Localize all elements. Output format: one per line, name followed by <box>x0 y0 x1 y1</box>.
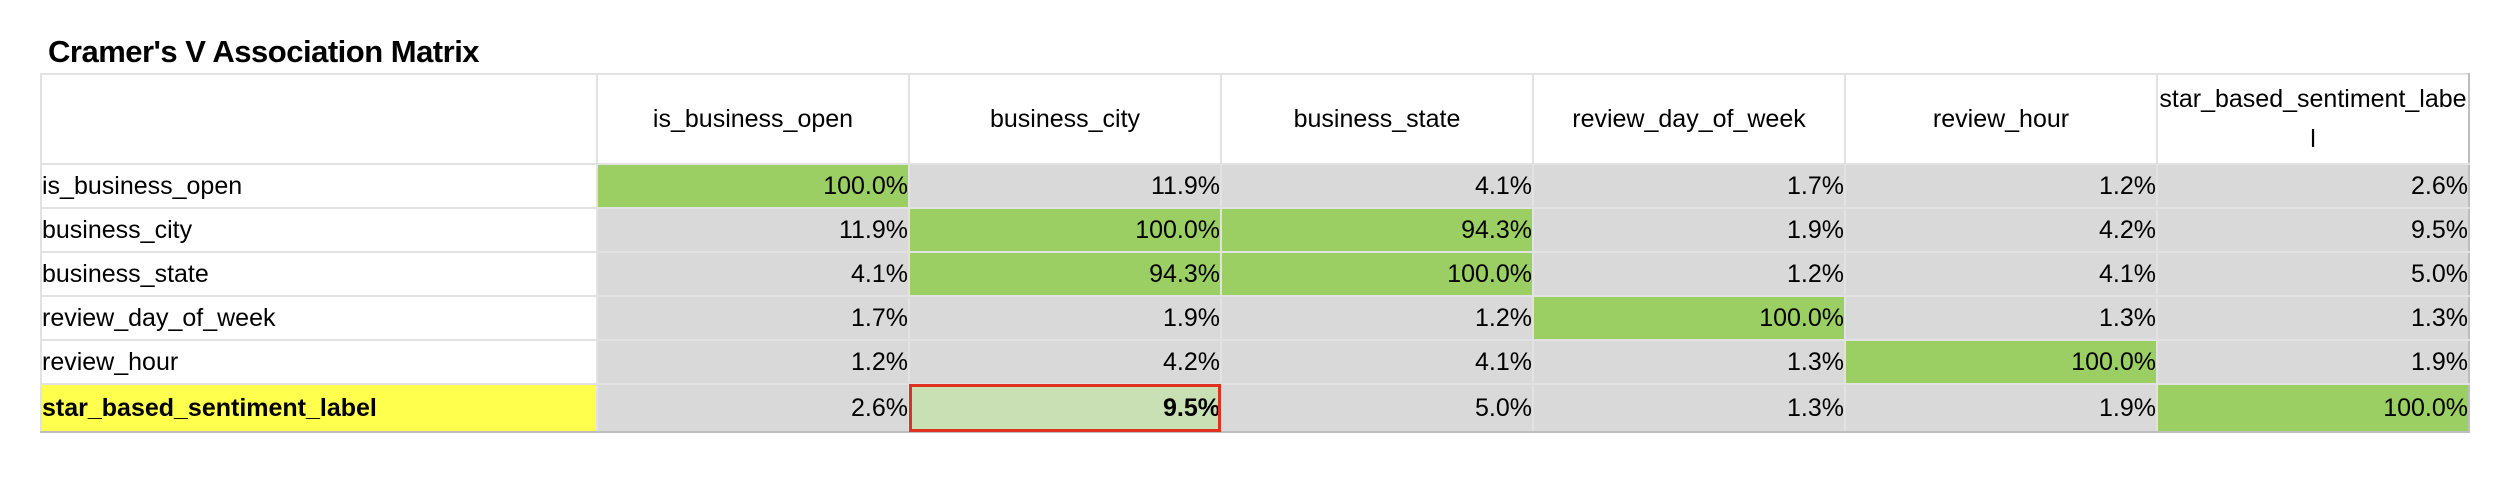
matrix-cell[interactable]: 11.9% <box>596 207 910 253</box>
matrix-cell[interactable]: 1.2% <box>1844 163 2158 209</box>
column-header[interactable]: is_business_open <box>596 73 910 165</box>
matrix-cell[interactable]: 4.2% <box>1844 207 2158 253</box>
column-header[interactable]: review_hour <box>1844 73 2158 165</box>
matrix-cell[interactable]: 1.3% <box>2156 295 2470 341</box>
matrix-cell[interactable]: 94.3% <box>908 251 1222 297</box>
table-row: is_business_open 100.0% 11.9% 4.1% 1.7% … <box>40 163 2470 209</box>
matrix-cell[interactable]: 100.0% <box>1532 295 1846 341</box>
matrix-cell[interactable]: 5.0% <box>1220 383 1534 433</box>
matrix-cell[interactable]: 94.3% <box>1220 207 1534 253</box>
matrix-cell[interactable]: 1.3% <box>1532 383 1846 433</box>
matrix-cell[interactable]: 100.0% <box>596 163 910 209</box>
row-label[interactable]: review_day_of_week <box>40 295 598 341</box>
matrix-cell[interactable]: 4.1% <box>1220 163 1534 209</box>
table-row: business_state 4.1% 94.3% 100.0% 1.2% 4.… <box>40 251 2470 297</box>
corner-cell[interactable] <box>40 73 598 165</box>
table-row: star_based_sentiment_label 2.6% 9.5% 5.0… <box>40 383 2470 433</box>
row-label[interactable]: is_business_open <box>40 163 598 209</box>
row-label[interactable]: review_hour <box>40 339 598 385</box>
matrix-cell[interactable]: 4.2% <box>908 339 1222 385</box>
association-matrix: is_business_open business_city business_… <box>40 73 2470 433</box>
matrix-cell[interactable]: 5.0% <box>2156 251 2470 297</box>
column-header[interactable]: review_day_of_week <box>1532 73 1846 165</box>
matrix-cell[interactable]: 1.3% <box>1844 295 2158 341</box>
matrix-cell[interactable]: 100.0% <box>1844 339 2158 385</box>
matrix-cell[interactable]: 100.0% <box>2156 383 2470 433</box>
matrix-cell[interactable]: 1.2% <box>596 339 910 385</box>
matrix-cell[interactable]: 1.3% <box>1532 339 1846 385</box>
matrix-cell[interactable]: 4.1% <box>1844 251 2158 297</box>
matrix-cell[interactable]: 11.9% <box>908 163 1222 209</box>
row-label[interactable]: business_state <box>40 251 598 297</box>
table-row: review_day_of_week 1.7% 1.9% 1.2% 100.0%… <box>40 295 2470 341</box>
matrix-cell[interactable]: 1.9% <box>908 295 1222 341</box>
row-label[interactable]: business_city <box>40 207 598 253</box>
column-header[interactable]: business_state <box>1220 73 1534 165</box>
matrix-title: Cramer's V Association Matrix <box>48 34 480 69</box>
matrix-cell[interactable]: 9.5% <box>2156 207 2470 253</box>
row-label[interactable]: star_based_sentiment_label <box>40 383 598 433</box>
matrix-cell[interactable]: 1.9% <box>2156 339 2470 385</box>
table-row: review_hour 1.2% 4.2% 4.1% 1.3% 100.0% 1… <box>40 339 2470 385</box>
matrix-cell[interactable]: 4.1% <box>1220 339 1534 385</box>
matrix-cell[interactable]: 100.0% <box>1220 251 1534 297</box>
matrix-cell[interactable]: 1.7% <box>596 295 910 341</box>
matrix-cell[interactable]: 100.0% <box>908 207 1222 253</box>
matrix-cell[interactable]: 1.9% <box>1844 383 2158 433</box>
matrix-cell[interactable]: 1.2% <box>1532 251 1846 297</box>
column-header[interactable]: star_based_sentiment_label <box>2156 73 2470 165</box>
column-header[interactable]: business_city <box>908 73 1222 165</box>
selected-cell[interactable]: 9.5% <box>908 383 1222 433</box>
matrix-cell[interactable]: 2.6% <box>596 383 910 433</box>
table-row: business_city 11.9% 100.0% 94.3% 1.9% 4.… <box>40 207 2470 253</box>
matrix-cell[interactable]: 1.9% <box>1532 207 1846 253</box>
matrix-cell[interactable]: 2.6% <box>2156 163 2470 209</box>
matrix-cell[interactable]: 1.2% <box>1220 295 1534 341</box>
matrix-cell[interactable]: 4.1% <box>596 251 910 297</box>
header-row: is_business_open business_city business_… <box>40 73 2470 165</box>
matrix-cell[interactable]: 1.7% <box>1532 163 1846 209</box>
